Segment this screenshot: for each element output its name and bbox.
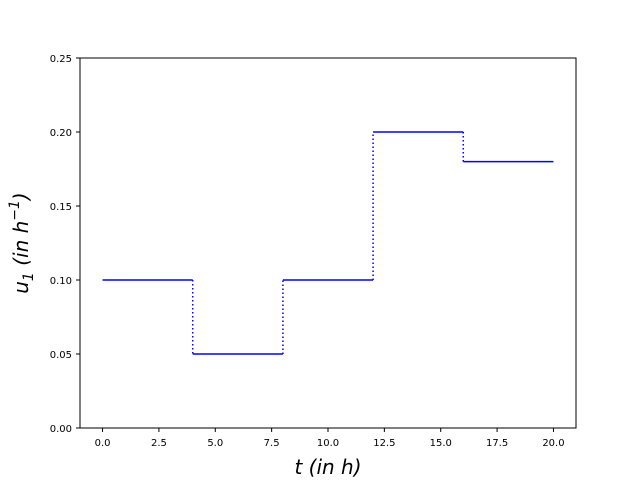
x-tick-label: 7.5 — [264, 438, 280, 449]
data-layer — [102, 131, 554, 355]
x-tick-label: 20.0 — [542, 438, 564, 449]
y-axis-label-subscript: 1 — [21, 272, 37, 281]
x-tick-label: 12.5 — [373, 438, 395, 449]
x-tick-label: 0.0 — [95, 438, 111, 449]
x-tick-label: 10.0 — [317, 438, 339, 449]
x-tick-label: 5.0 — [207, 438, 223, 449]
y-axis-ticks: 0.00 0.05 0.10 0.15 0.20 0.25 — [50, 54, 80, 435]
y-axis-label-superscript: −1 — [7, 200, 23, 221]
y-tick-label: 0.20 — [50, 128, 72, 139]
y-tick-label: 0.25 — [50, 54, 72, 65]
y-tick-label: 0.00 — [50, 424, 72, 435]
x-axis-ticks: 0.0 2.5 5.0 7.5 10.0 12.5 15.0 17.5 20.0 — [95, 428, 565, 449]
plot-frame — [79, 57, 577, 429]
x-tick-label: 2.5 — [151, 438, 167, 449]
y-axis-label-close: ) — [9, 192, 33, 202]
y-tick-label: 0.10 — [50, 276, 72, 287]
x-axis-label: t (in h) — [294, 455, 361, 479]
x-tick-label: 17.5 — [486, 438, 508, 449]
x-tick-label: 15.0 — [430, 438, 452, 449]
y-axis-label-base: u — [9, 281, 33, 294]
y-axis-label-text: (in h — [9, 221, 33, 272]
y-axis-label: u1 (in h−1) — [7, 192, 37, 294]
y-tick-label: 0.05 — [50, 350, 72, 361]
y-tick-label: 0.15 — [50, 202, 72, 213]
